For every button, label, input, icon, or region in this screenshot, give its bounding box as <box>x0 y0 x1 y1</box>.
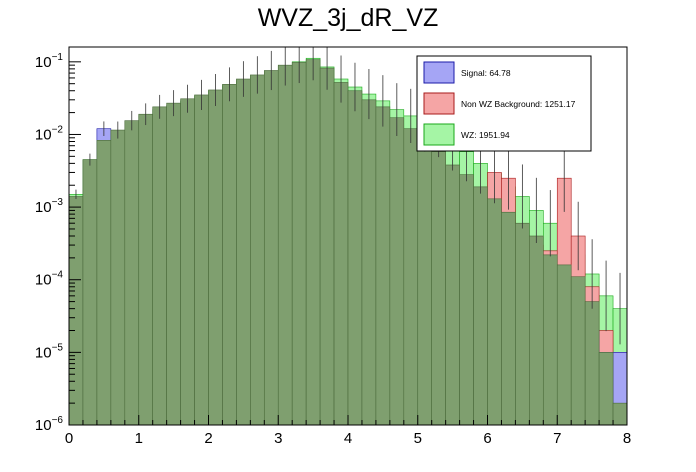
y-tick-label-2: 10−4 <box>35 270 64 289</box>
legend-label-1: Non WZ Background: 1251.17 <box>461 99 576 109</box>
x-tick-label-6: 6 <box>483 430 491 447</box>
overlap-bar-26 <box>431 151 446 426</box>
overlap-bar-6 <box>152 106 167 426</box>
x-axis: 0 1 2 3 4 5 6 7 8 <box>65 415 631 447</box>
y-tick-label-4: 10−2 <box>35 124 64 143</box>
overlap-bar-31 <box>501 211 516 426</box>
x-tick-label-1: 1 <box>135 430 143 447</box>
overlap-bar-12 <box>236 78 251 426</box>
overlap-bar-10 <box>208 89 223 426</box>
overlap-bar-3 <box>110 129 126 426</box>
overlap-bar-27 <box>445 164 460 426</box>
overlap-bar-36 <box>570 276 586 426</box>
overlap-bar-24 <box>403 128 419 426</box>
overlap-bar-34 <box>542 254 558 426</box>
overlap-bar-37 <box>584 301 600 426</box>
y-tick-label-1: 10−5 <box>35 342 64 361</box>
overlap-bar-16 <box>291 62 307 426</box>
legend: Signal: 64.78 Non WZ Background: 1251.17 W… <box>416 55 592 152</box>
x-tick-label-0: 0 <box>65 430 73 447</box>
error-bars <box>75 47 621 345</box>
overlap-bar-22 <box>375 106 391 426</box>
x-tick-label-2: 2 <box>204 430 212 447</box>
legend-label-2: WZ: 1951.94 <box>461 130 510 140</box>
x-tick-label-5: 5 <box>414 430 422 447</box>
overlap-bar-28 <box>459 174 474 426</box>
overlap-bar-11 <box>222 84 237 426</box>
x-tick-label-3: 3 <box>274 430 282 447</box>
overlap-bar-23 <box>389 117 405 426</box>
chart-title: WVZ_3j_dR_VZ <box>257 4 439 32</box>
overlap-bar-13 <box>250 74 265 426</box>
overlap-bar-17 <box>305 59 321 426</box>
overlap-bar-21 <box>361 99 377 426</box>
x-tick-label-8: 8 <box>623 430 631 447</box>
overlap-bar-32 <box>515 222 530 426</box>
overlap-bar-18 <box>319 67 335 426</box>
overlap-bar-14 <box>263 70 279 426</box>
overlap-bar-9 <box>194 94 209 426</box>
overlap-bar-30 <box>487 198 502 426</box>
overlap-bar-1 <box>82 159 98 426</box>
overlap-bar-5 <box>138 113 153 426</box>
legend-label-0: Signal: 64.78 <box>461 68 511 78</box>
overlap-bar-33 <box>529 235 544 426</box>
y-tick-label-5: 10−1 <box>35 52 64 71</box>
legend-swatch-2 <box>423 123 455 146</box>
overlap-bar-20 <box>347 90 363 426</box>
overlap-bar-25 <box>417 140 432 426</box>
overlap-bar-29 <box>473 186 488 426</box>
overlap-bar-15 <box>277 64 293 426</box>
overlap-bar-7 <box>166 102 181 426</box>
overlap-bar-35 <box>556 264 572 426</box>
overlap-bar-39 <box>612 402 628 426</box>
overlap-bar-19 <box>333 82 349 426</box>
y-tick-label-0: 10−6 <box>35 415 64 434</box>
legend-swatch-1 <box>423 92 455 115</box>
y-axis: 10−6 10−5 10−4 10−3 10−2 10−1 <box>35 52 81 434</box>
x-tick-label-4: 4 <box>344 430 352 447</box>
legend-swatch-0 <box>423 61 455 84</box>
overlap-bar-8 <box>180 98 195 426</box>
x-tick-label-7: 7 <box>553 430 561 447</box>
overlap-bar-4 <box>124 120 140 426</box>
y-tick-label-3: 10−3 <box>35 197 64 216</box>
overlap-bar-2 <box>96 140 112 426</box>
overlap-bar-38 <box>598 352 614 426</box>
